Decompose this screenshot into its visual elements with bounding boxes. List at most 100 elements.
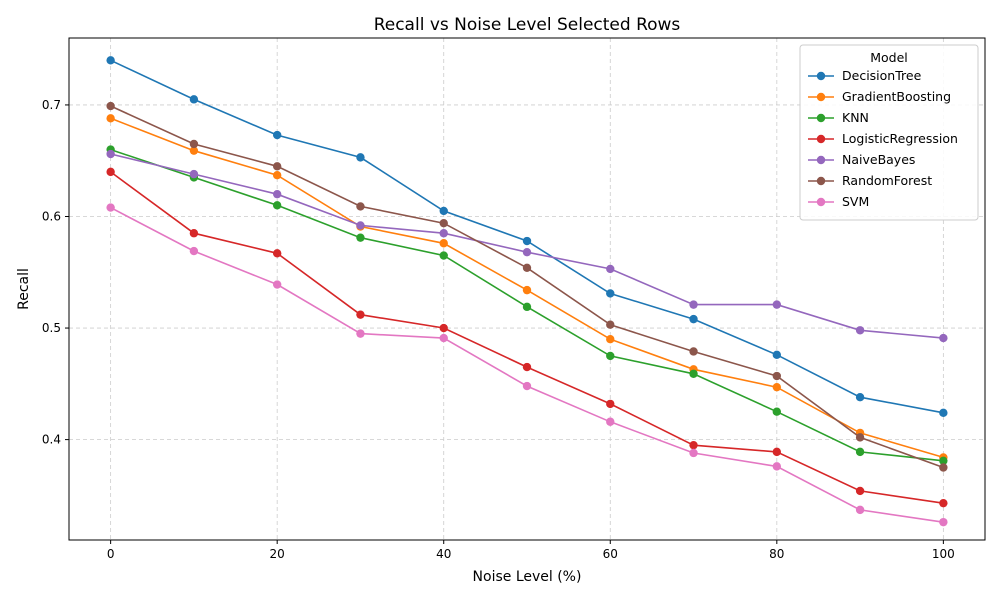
data-point <box>356 221 365 230</box>
data-point <box>772 447 782 457</box>
legend-swatch-marker <box>816 134 826 144</box>
y-tick-label: 0.4 <box>42 433 61 447</box>
data-point <box>272 280 282 289</box>
data-point <box>522 247 532 257</box>
data-point <box>272 130 282 140</box>
data-point <box>689 347 698 356</box>
data-point <box>439 333 448 343</box>
y-tick-label: 0.7 <box>42 98 61 112</box>
legend-label: GradientBoosting <box>842 89 951 104</box>
data-point <box>689 369 698 378</box>
data-point <box>772 382 782 392</box>
data-point <box>106 149 115 159</box>
series-lines <box>106 56 948 527</box>
data-point <box>439 251 448 260</box>
plot-frame <box>68 37 986 541</box>
y-axis-label: Recall <box>16 268 32 310</box>
legend-item: RandomForest <box>808 173 932 188</box>
x-tick-label: 80 <box>769 547 784 561</box>
legend-label: LogisticRegression <box>842 131 958 146</box>
legend-item: KNN <box>808 110 869 125</box>
data-point <box>106 56 115 65</box>
data-point <box>272 249 282 258</box>
data-point <box>939 463 948 472</box>
series-line <box>110 171 944 504</box>
data-point <box>689 448 698 458</box>
data-point <box>772 350 782 360</box>
y-tick-label: 0.6 <box>42 209 61 223</box>
x-tick-label: 0 <box>107 547 115 561</box>
data-point <box>356 310 365 319</box>
data-point <box>939 333 948 343</box>
data-point <box>439 206 448 216</box>
legend-swatch-marker <box>816 197 826 207</box>
data-point <box>606 335 615 344</box>
legend-swatch-marker <box>816 155 826 165</box>
legend: Model DecisionTree GradientBoosting KNN Log… <box>799 44 979 221</box>
data-point <box>189 229 199 238</box>
legend-item: SVM <box>808 194 869 209</box>
data-point <box>939 456 948 465</box>
data-point <box>272 162 282 171</box>
axis-ticks: 0 20 40 60 80 100 0.4 0.5 0.6 0.7 <box>42 98 955 561</box>
series-decisiontree <box>106 56 948 418</box>
data-point <box>522 236 532 246</box>
legend-swatch-marker <box>816 113 826 123</box>
data-point <box>522 302 532 312</box>
data-point <box>522 381 532 391</box>
chart-title: Recall vs Noise Level Selected Rows <box>374 15 681 35</box>
legend-swatch-marker <box>816 176 826 186</box>
data-point <box>606 399 615 409</box>
legend-swatch-marker <box>816 71 826 81</box>
data-point <box>606 320 615 329</box>
legend-item: DecisionTree <box>808 68 922 83</box>
data-point <box>272 171 282 180</box>
legend-label: RandomForest <box>842 173 932 188</box>
data-point <box>772 407 782 416</box>
data-point <box>272 189 282 199</box>
data-point <box>106 167 115 177</box>
data-point <box>689 314 698 324</box>
data-point <box>689 300 698 309</box>
data-point <box>939 498 948 508</box>
data-point <box>606 417 615 426</box>
data-point <box>356 329 365 338</box>
data-point <box>772 300 782 309</box>
series-svm <box>106 203 948 527</box>
legend-swatch-marker <box>816 92 826 102</box>
data-point <box>772 371 782 381</box>
data-point <box>855 393 865 402</box>
data-point <box>106 114 115 123</box>
data-point <box>606 351 615 361</box>
x-axis-label: Noise Level (%) <box>473 569 582 585</box>
legend-title: Model <box>870 50 908 65</box>
data-point <box>855 447 865 457</box>
x-tick-label: 60 <box>603 547 618 561</box>
data-point <box>772 462 782 471</box>
legend-item: GradientBoosting <box>808 89 951 104</box>
data-point <box>439 229 448 238</box>
data-point <box>272 201 282 210</box>
y-tick-label: 0.5 <box>42 321 61 335</box>
data-point <box>439 218 448 228</box>
data-point <box>189 246 199 256</box>
data-point <box>855 505 865 515</box>
data-point <box>189 95 199 104</box>
data-point <box>606 289 615 298</box>
data-point <box>522 362 532 372</box>
data-point <box>689 440 698 450</box>
legend-item: LogisticRegression <box>808 131 958 146</box>
data-point <box>855 433 865 442</box>
data-point <box>439 323 448 333</box>
series-randomforest <box>106 101 948 472</box>
data-point <box>939 408 948 418</box>
data-point <box>939 517 948 527</box>
legend-label: SVM <box>842 194 869 209</box>
legend-item: NaiveBayes <box>808 152 915 167</box>
data-point <box>522 263 532 273</box>
data-point <box>106 101 115 111</box>
data-point <box>439 239 448 248</box>
data-point <box>356 153 365 162</box>
legend-label: NaiveBayes <box>842 152 915 167</box>
